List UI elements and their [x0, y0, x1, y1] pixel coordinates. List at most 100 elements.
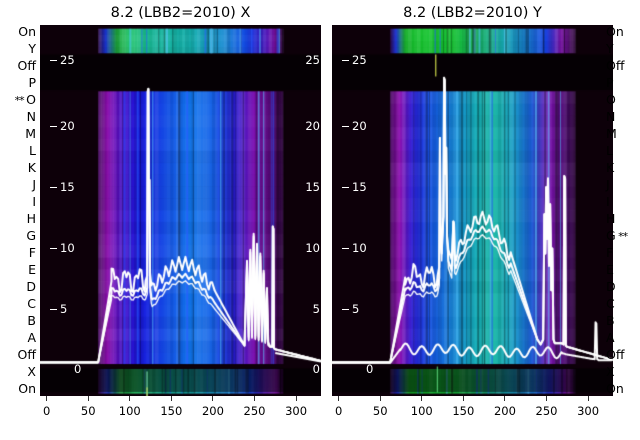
category-marker-icon: ** [14, 94, 27, 107]
xtick-mark [504, 396, 506, 401]
xtick-mark [46, 396, 48, 401]
right-category-axis: On Y Off P O N M L K J I H G ** F E D C B A Off X On [600, 25, 640, 396]
category-label-p-3: P [28, 76, 36, 90]
category-label-f-13: F [606, 246, 613, 260]
category-label-a-18: A [606, 331, 615, 345]
xtick-mark [338, 396, 340, 401]
category-label-text: J [32, 177, 36, 192]
category-label-text: A [27, 330, 36, 345]
category-label-text: E [606, 262, 614, 277]
xtick-300: 300 [276, 396, 316, 419]
category-label-text: C [27, 296, 36, 311]
xtick-label: 0 [334, 404, 343, 418]
category-label-off-19: Off [18, 348, 36, 362]
xtick-label: 200 [493, 404, 516, 418]
category-label-text: E [28, 262, 36, 277]
category-label-text: On [606, 24, 624, 39]
xtick-label: 100 [118, 404, 141, 418]
xtick-label: 150 [160, 404, 183, 418]
category-label-text: On [606, 381, 624, 396]
category-label-m-6: M [606, 127, 617, 141]
category-label-b-17: B [606, 314, 615, 328]
category-label-text: N [606, 109, 616, 124]
category-label-text: Off [606, 58, 625, 73]
category-label-x-20: X [27, 365, 36, 379]
xtick-mark [379, 396, 381, 401]
xtick-mark [87, 396, 89, 401]
category-label-h-11: H [606, 212, 615, 226]
category-label-c-16: C [27, 297, 36, 311]
xtick-label: 200 [201, 404, 224, 418]
category-label-text: L [606, 143, 613, 158]
spectrogram-panel-x[interactable]: 25 20 15 10 5 0 25 20 15 10 5 0 [40, 25, 321, 396]
category-label-text: P [28, 75, 36, 90]
category-label-c-16: C [606, 297, 615, 311]
category-label-text: J [606, 177, 610, 192]
xtick-50: 50 [68, 396, 108, 419]
category-label-text: N [26, 109, 36, 124]
category-marker-icon: ** [615, 230, 628, 243]
xtick-mark [295, 396, 297, 401]
category-label-y-1: Y [606, 42, 614, 56]
category-label-on-0: On [606, 25, 624, 39]
category-label-n-5: N [606, 110, 615, 124]
xtick-250: 250 [526, 396, 566, 419]
category-label-h-11: H [27, 212, 36, 226]
category-label-m-6: M [25, 127, 36, 141]
category-label-d-15: D [26, 280, 36, 294]
xtick-mark [170, 396, 172, 401]
category-label-on-21: On [606, 382, 624, 396]
xtick-mark [129, 396, 131, 401]
category-label-o-4: O [606, 93, 616, 107]
category-label-text: B [27, 313, 36, 328]
category-label-i-10: I [32, 195, 36, 209]
category-label-text: G [606, 228, 616, 243]
xtick-0: 0 [27, 396, 67, 419]
category-label-e-14: E [606, 263, 614, 277]
xtick-label: 150 [452, 404, 475, 418]
category-label-n-5: N [27, 110, 36, 124]
category-label-text: M [606, 126, 617, 141]
xtick-mark [421, 396, 423, 401]
xtick-mark [253, 396, 255, 401]
xtick-200: 200 [193, 396, 233, 419]
category-label-k-8: K [28, 161, 36, 175]
x-axis-left: 0 50 100 150 200 250 300 [40, 396, 321, 436]
category-label-text: X [27, 364, 36, 379]
xtick-150: 150 [151, 396, 191, 419]
category-label-on-21: On [18, 382, 36, 396]
category-label-text: X [606, 364, 615, 379]
category-label-g-12: G ** [606, 228, 628, 244]
xtick-100: 100 [402, 396, 442, 419]
category-label-text: K [27, 160, 36, 175]
xtick-50: 50 [360, 396, 400, 419]
category-label-p-3: P [606, 76, 614, 90]
xtick-label: 300 [577, 404, 600, 418]
category-label-text: K [606, 160, 615, 175]
category-label-b-17: B [27, 314, 36, 328]
category-label-text: D [26, 279, 36, 294]
category-label-text: Off [17, 58, 36, 73]
spectrogram-panel-y[interactable]: 25 20 15 10 5 0 [332, 25, 613, 396]
category-label-text: D [606, 279, 616, 294]
xtick-250: 250 [234, 396, 274, 419]
category-label-text: F [606, 245, 614, 260]
xtick-200: 200 [485, 396, 525, 419]
category-label-l-7: L [29, 144, 36, 158]
category-label-text: B [606, 313, 615, 328]
category-label-text: Off [606, 347, 625, 362]
category-label-text: O [26, 92, 36, 107]
category-label-off-2: Off [18, 59, 36, 73]
category-label-i-10: I [606, 195, 610, 209]
category-label-text: A [606, 330, 615, 345]
panel-title-left: 8.2 (LBB2=2010) X [110, 5, 251, 21]
category-label-text: H [606, 211, 616, 226]
category-label-j-9: J [606, 178, 610, 192]
xtick-label: 50 [372, 404, 388, 418]
category-label-text: M [25, 126, 36, 141]
category-label-d-15: D [606, 280, 616, 294]
category-label-text: F [28, 245, 36, 260]
category-label-text: C [606, 296, 615, 311]
category-label-text: Off [17, 347, 36, 362]
